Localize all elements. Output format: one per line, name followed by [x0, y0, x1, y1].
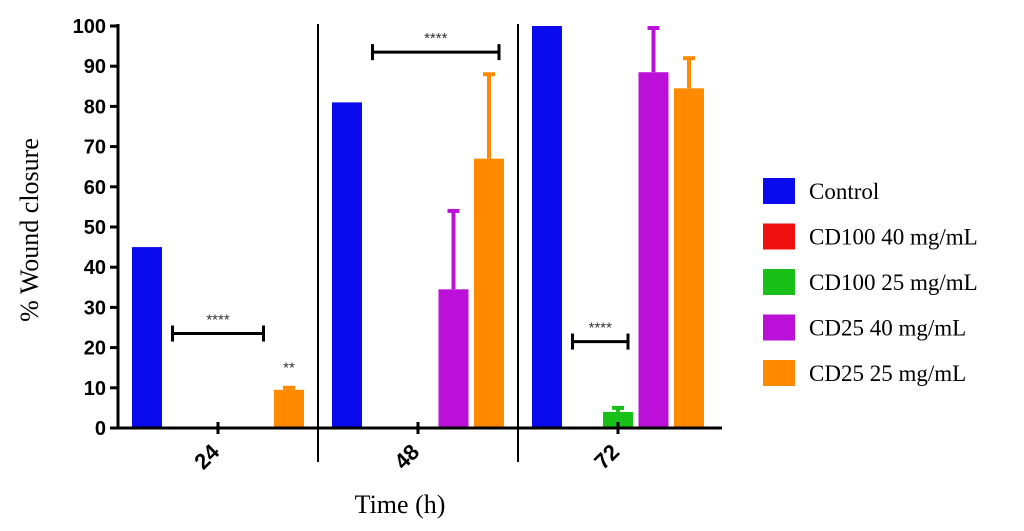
legend-label: CD100 40 mg/mL: [809, 225, 978, 250]
bar: [332, 102, 362, 428]
y-tick-label: 20: [84, 338, 106, 360]
y-tick-label: 90: [84, 56, 106, 78]
x-tick-label: 72: [589, 439, 624, 474]
significance-label: ****: [206, 312, 230, 329]
legend-label: CD25 40 mg/mL: [809, 316, 966, 341]
legend: Control CD100 40 mg/mL CD100 25 mg/mL CD25 …: [763, 178, 978, 386]
x-tick-label: 24: [189, 439, 225, 475]
legend-swatch: [763, 269, 795, 295]
legend-swatch: [763, 314, 795, 341]
x-axis-title: Time (h): [355, 490, 446, 519]
y-tick-label: 10: [84, 378, 106, 400]
legend-label: Control: [809, 179, 879, 204]
legend-swatch: [763, 178, 795, 204]
y-tick-label: 70: [84, 137, 106, 159]
bar: [132, 247, 162, 428]
significance-label: **: [283, 360, 295, 377]
y-tick-label: 0: [95, 418, 106, 440]
bar: [674, 88, 704, 428]
y-tick-label: 30: [84, 297, 106, 319]
legend-swatch: [763, 223, 795, 250]
y-tick-label: 100: [73, 16, 106, 38]
bar: [438, 289, 469, 428]
y-tick-label: 60: [84, 177, 106, 199]
y-axis-title: % Wound closure: [15, 138, 44, 322]
bar: [638, 72, 669, 428]
bar: [474, 158, 504, 428]
legend-label: CD25 25 mg/mL: [809, 361, 966, 386]
x-tick-label: 48: [389, 439, 424, 474]
y-tick-label: 80: [84, 96, 106, 118]
significance-label: ****: [589, 320, 613, 337]
y-tick-label: 50: [84, 217, 106, 239]
y-tick-label: 40: [84, 257, 106, 279]
bar: [603, 411, 633, 428]
bar: [532, 26, 562, 428]
legend-label: CD100 25 mg/mL: [809, 270, 978, 295]
legend-swatch: [763, 360, 795, 386]
significance-label: ****: [424, 30, 448, 47]
bar: [274, 389, 304, 428]
